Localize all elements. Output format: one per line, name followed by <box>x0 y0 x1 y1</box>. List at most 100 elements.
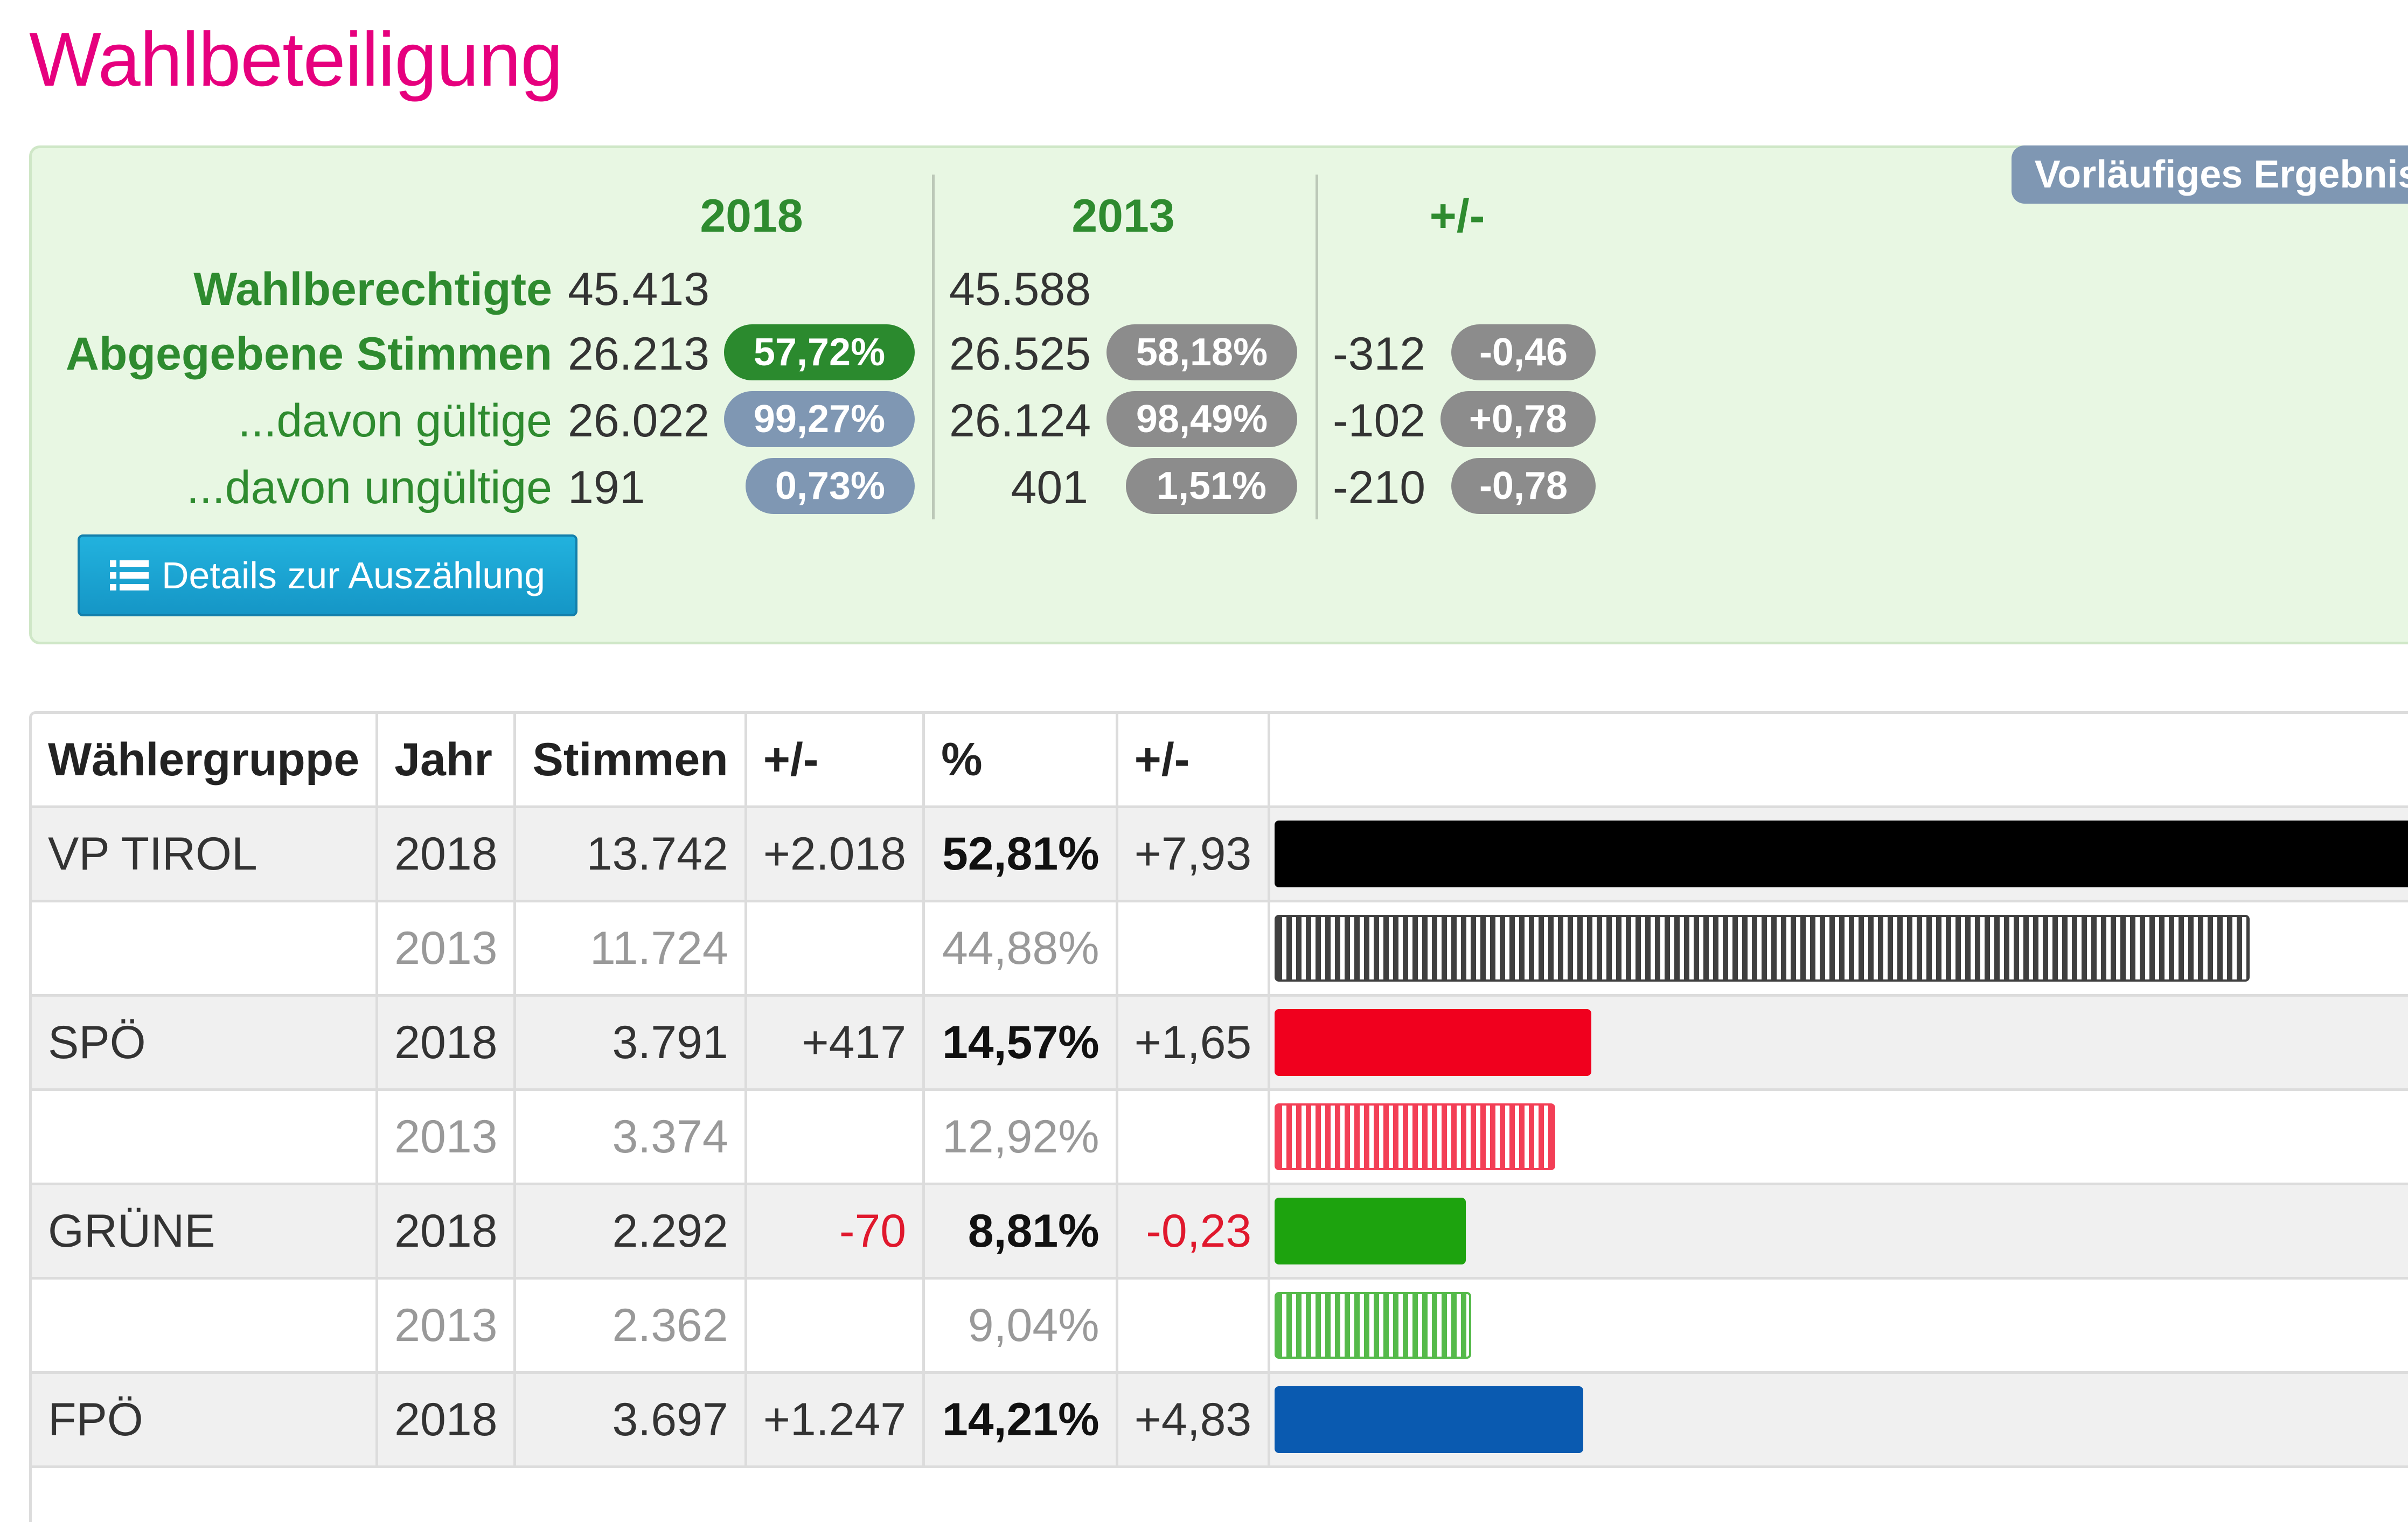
label-valid-votes: ...davon gültige <box>238 395 552 447</box>
year-cell: 2013 <box>377 1278 517 1374</box>
votes-cast-diff: -312 <box>1333 328 1426 380</box>
percent-cell: 44,88% <box>923 901 1118 997</box>
year-cell: 2013 <box>377 1089 517 1185</box>
invalid-votes-diff: -210 <box>1333 462 1426 513</box>
percent-cell: 8,81% <box>923 1184 1118 1280</box>
votes-diff-cell <box>746 1278 925 1374</box>
percent-diff-cell: +1,65 <box>1117 995 1271 1091</box>
column-divider <box>1316 175 1318 519</box>
results-table-container: Wählergruppe Jahr Stimmen +/- % +/- VP T… <box>29 711 2408 1522</box>
invalid-votes-2018: 191 <box>568 462 645 513</box>
percent-diff-cell: -0,23 <box>1117 1184 1271 1280</box>
votes-cast-2013: 26.525 <box>949 328 1091 380</box>
valid-votes-2018: 26.022 <box>568 395 710 447</box>
votes-diff-cell: +1.247 <box>746 1372 925 1468</box>
column-divider <box>932 175 935 519</box>
header-party[interactable]: Wählergruppe <box>32 714 379 808</box>
votes-cell: 3.791 <box>514 995 747 1091</box>
percent-cell: 12,92% <box>923 1089 1118 1185</box>
table-row: 2013 2.362 9,04% <box>32 1278 2408 1374</box>
percent-diff-cell <box>1117 1089 1271 1185</box>
results-table: Wählergruppe Jahr Stimmen +/- % +/- VP T… <box>32 714 2408 1468</box>
invalid-votes-2013: 401 <box>1011 462 1089 513</box>
table-row: 2013 3.374 12,92% <box>32 1089 2408 1185</box>
table-row: 2013 11.724 44,88% <box>32 901 2408 997</box>
votes-cast-2013-pct: 58,18% <box>1106 324 1297 380</box>
percent-diff-cell <box>1117 901 1271 997</box>
table-row: SPÖ 2018 3.791 +417 14,57% +1,65 <box>32 995 2408 1091</box>
page-title: Wahlbeteiligung <box>29 17 563 102</box>
eligible-2013: 45.588 <box>949 263 1091 315</box>
header-bar <box>1269 714 2408 808</box>
vote-share-bar <box>1275 915 2250 982</box>
eligible-2018: 45.413 <box>568 263 710 315</box>
preliminary-result-badge: Vorläufiges Ergebnis <box>2012 145 2408 204</box>
votes-diff-cell <box>746 1089 925 1185</box>
vote-share-bar <box>1275 1103 1556 1170</box>
summary-header-2018: 2018 <box>700 190 803 242</box>
percent-diff-cell: +4,83 <box>1117 1372 1271 1468</box>
details-button-label: Details zur Auszählung <box>161 554 546 596</box>
percent-cell: 14,21% <box>923 1372 1118 1468</box>
party-cell: VP TIROL <box>32 807 379 902</box>
votes-cell: 2.292 <box>514 1184 747 1280</box>
votes-cell: 2.362 <box>514 1278 747 1374</box>
valid-votes-pct-diff: +0,78 <box>1440 391 1596 447</box>
votes-cast-pct-diff: -0,46 <box>1451 324 1596 380</box>
party-cell <box>32 1089 379 1185</box>
party-cell <box>32 901 379 997</box>
valid-votes-2013: 26.124 <box>949 395 1091 447</box>
valid-votes-diff: -102 <box>1333 395 1426 447</box>
invalid-votes-pct-diff: -0,78 <box>1451 458 1596 514</box>
vote-share-bar <box>1275 821 2408 887</box>
table-row: VP TIROL 2018 13.742 +2.018 52,81% +7,93 <box>32 807 2408 902</box>
header-votes-diff[interactable]: +/- <box>746 714 925 808</box>
label-eligible-voters: Wahlberechtigte <box>193 263 552 315</box>
valid-votes-2018-pct: 99,27% <box>724 391 915 447</box>
percent-cell: 9,04% <box>923 1278 1118 1374</box>
bar-cell <box>1269 1089 2408 1185</box>
header-percent[interactable]: % <box>923 714 1118 808</box>
list-icon <box>109 560 149 590</box>
party-cell: SPÖ <box>32 995 379 1091</box>
party-cell: FPÖ <box>32 1372 379 1468</box>
votes-cell: 3.697 <box>514 1372 747 1468</box>
invalid-votes-2018-pct: 0,73% <box>746 458 915 514</box>
year-cell: 2018 <box>377 807 517 902</box>
table-row: FPÖ 2018 3.697 +1.247 14,21% +4,83 <box>32 1372 2408 1468</box>
percent-cell: 14,57% <box>923 995 1118 1091</box>
votes-cell: 11.724 <box>514 901 747 997</box>
header-year[interactable]: Jahr <box>377 714 517 808</box>
bar-cell <box>1269 995 2408 1091</box>
votes-cell: 13.742 <box>514 807 747 902</box>
table-row: GRÜNE 2018 2.292 -70 8,81% -0,23 <box>32 1184 2408 1280</box>
percent-cell: 52,81% <box>923 807 1118 902</box>
bar-cell <box>1269 807 2408 902</box>
bar-cell <box>1269 1184 2408 1280</box>
details-counting-button[interactable]: Details zur Auszählung <box>78 534 577 616</box>
bar-cell <box>1269 1372 2408 1468</box>
year-cell: 2018 <box>377 995 517 1091</box>
year-cell: 2013 <box>377 901 517 997</box>
percent-diff-cell: +7,93 <box>1117 807 1271 902</box>
party-cell: GRÜNE <box>32 1184 379 1280</box>
vote-share-bar <box>1275 1198 1466 1264</box>
header-percent-diff[interactable]: +/- <box>1117 714 1271 808</box>
vote-share-bar <box>1275 1292 1472 1359</box>
label-invalid-votes: ...davon ungültige <box>186 462 552 513</box>
invalid-votes-2013-pct: 1,51% <box>1126 458 1297 514</box>
header-votes[interactable]: Stimmen <box>514 714 747 808</box>
label-votes-cast: Abgegebene Stimmen <box>65 328 552 380</box>
summary-header-2013: 2013 <box>1071 190 1175 242</box>
party-cell <box>32 1278 379 1374</box>
table-header-row: Wählergruppe Jahr Stimmen +/- % +/- <box>32 714 2408 808</box>
year-cell: 2018 <box>377 1184 517 1280</box>
votes-cast-2018: 26.213 <box>568 328 710 380</box>
valid-votes-2013-pct: 98,49% <box>1106 391 1297 447</box>
votes-diff-cell: -70 <box>746 1184 925 1280</box>
votes-cell: 3.374 <box>514 1089 747 1185</box>
votes-diff-cell: +2.018 <box>746 807 925 902</box>
votes-cast-2018-pct: 57,72% <box>724 324 915 380</box>
vote-share-bar <box>1275 1386 1584 1453</box>
votes-diff-cell <box>746 901 925 997</box>
